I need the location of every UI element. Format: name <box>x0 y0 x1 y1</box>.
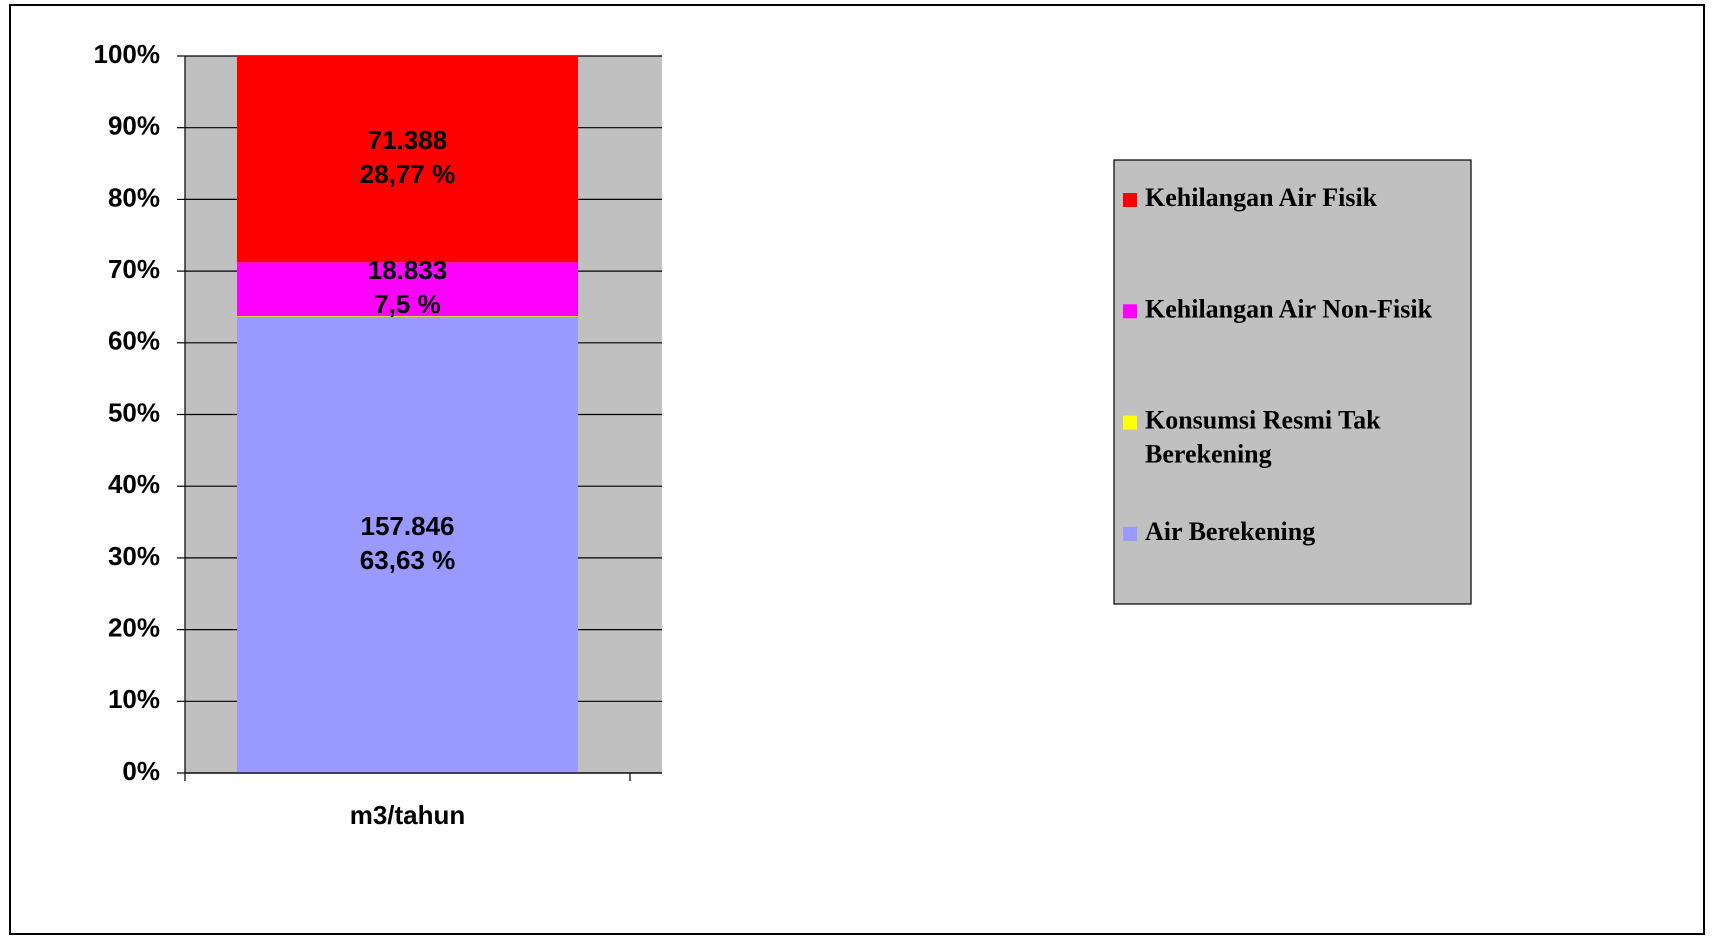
y-tick-label: 50% <box>108 397 160 427</box>
data-label-amount: 71.388 <box>368 125 448 155</box>
y-tick-label: 0% <box>122 756 160 786</box>
y-tick-label: 60% <box>108 326 160 356</box>
y-tick-label: 80% <box>108 182 160 212</box>
legend-swatch <box>1123 415 1137 430</box>
y-tick-label: 90% <box>108 111 160 141</box>
bar-segment <box>237 56 578 263</box>
legend-box <box>1113 159 1472 605</box>
legend-label: Konsumsi Resmi Tak Berekening <box>1145 406 1381 469</box>
y-tick-label: 30% <box>108 541 160 571</box>
data-label-amount: 157.846 <box>361 511 455 541</box>
bar-segment <box>237 316 578 317</box>
legend-swatch <box>1123 193 1137 207</box>
data-label: 7,5 % <box>374 289 441 319</box>
data-label-amount: 18.833 <box>368 255 448 285</box>
legend-swatch <box>1123 526 1137 541</box>
x-tick-label: m3/tahun <box>350 800 466 830</box>
legend-label: Kehilangan Air Non-Fisik <box>1145 294 1433 323</box>
bar-segment <box>237 316 578 773</box>
y-tick-label: 10% <box>108 684 160 714</box>
data-label: 63,63 % <box>360 545 455 575</box>
legend-swatch <box>1123 304 1137 319</box>
y-tick-label: 70% <box>108 254 160 284</box>
y-tick-label: 100% <box>94 39 161 69</box>
y-tick-label: 40% <box>108 469 160 499</box>
legend-label: Air Berekening <box>1145 517 1315 546</box>
data-label: 28,77 % <box>360 159 455 189</box>
y-tick-label: 20% <box>108 612 160 642</box>
bar-segment <box>237 262 578 317</box>
legend-label: Kehilangan Air Fisik <box>1145 183 1378 212</box>
